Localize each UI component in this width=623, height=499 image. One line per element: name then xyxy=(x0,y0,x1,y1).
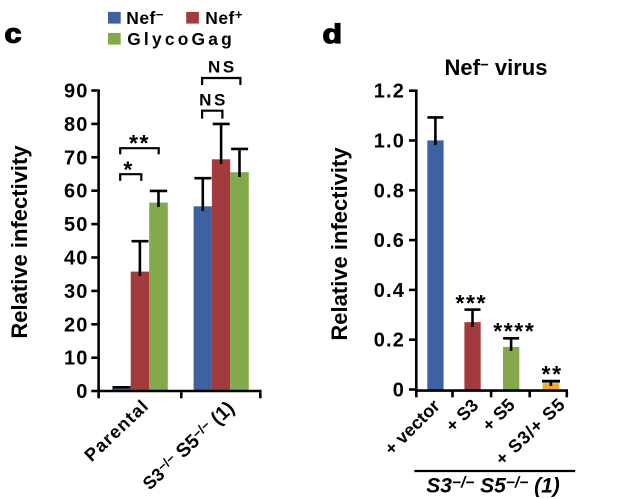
svg-text:90: 90 xyxy=(64,81,89,103)
svg-text:Relative infectivity: Relative infectivity xyxy=(7,145,32,339)
svg-text:1.2: 1.2 xyxy=(374,81,405,103)
svg-text:***: *** xyxy=(455,290,487,316)
svg-text:60: 60 xyxy=(64,181,89,203)
svg-text:S3−/− S5−/− (1): S3−/− S5−/− (1) xyxy=(426,475,560,498)
svg-text:+ vector: + vector xyxy=(381,396,444,459)
svg-text:70: 70 xyxy=(64,147,89,169)
svg-text:10: 10 xyxy=(64,348,89,370)
svg-text:20: 20 xyxy=(64,314,89,336)
svg-text:*: * xyxy=(123,157,134,183)
svg-text:**: ** xyxy=(542,361,563,387)
svg-text:+ S5: + S5 xyxy=(478,395,519,436)
svg-text:+ S3: + S3 xyxy=(442,395,483,436)
svg-text:0: 0 xyxy=(76,381,88,403)
svg-text:NS: NS xyxy=(208,58,237,77)
svg-text:Nef− virus: Nef− virus xyxy=(445,55,548,80)
svg-text:1.0: 1.0 xyxy=(374,131,405,153)
svg-text:0.2: 0.2 xyxy=(374,330,405,352)
svg-text:0.8: 0.8 xyxy=(374,180,405,202)
svg-text:****: **** xyxy=(493,318,535,344)
svg-text:80: 80 xyxy=(64,114,89,136)
svg-text:Relative infectivity: Relative infectivity xyxy=(327,147,352,341)
svg-text:NS: NS xyxy=(199,90,228,109)
svg-text:30: 30 xyxy=(64,281,89,303)
svg-text:c: c xyxy=(5,19,22,49)
svg-text:0: 0 xyxy=(393,380,405,402)
svg-text:GlycoGag: GlycoGag xyxy=(127,29,235,49)
svg-text:Nef−: Nef− xyxy=(126,7,164,28)
svg-text:S3−/− S5−/− (1): S3−/− S5−/− (1) xyxy=(138,397,239,494)
svg-text:40: 40 xyxy=(64,248,89,270)
svg-text:**: ** xyxy=(129,130,150,156)
svg-text:Nef+: Nef+ xyxy=(205,7,243,28)
svg-text:50: 50 xyxy=(64,214,89,236)
svg-text:Parental: Parental xyxy=(80,395,152,465)
svg-text:0.4: 0.4 xyxy=(374,280,405,302)
svg-text:0.6: 0.6 xyxy=(374,230,405,252)
svg-text:d: d xyxy=(323,19,343,49)
